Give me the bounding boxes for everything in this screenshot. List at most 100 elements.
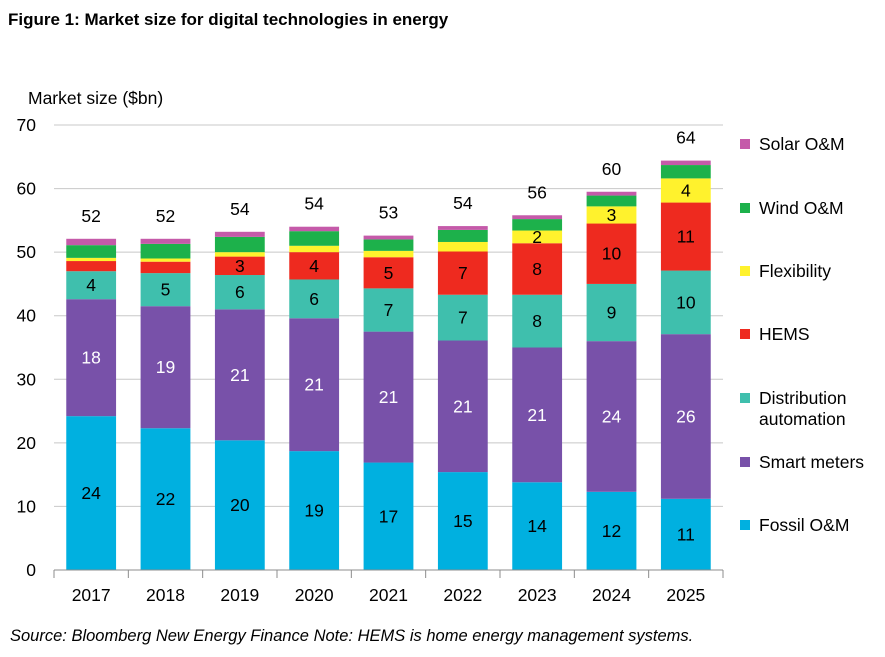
bar-segment [66,416,117,570]
segment-value-label: 20 [230,495,250,515]
bar-total-label: 64 [676,128,696,148]
segment-value-label: 5 [161,280,171,300]
segment-value-label: 7 [384,300,394,320]
segment-value-label: 4 [309,256,319,276]
bar-segment [66,299,117,417]
segment-value-label: 11 [677,524,695,544]
bar-segment [512,243,563,295]
bar-segment [660,498,711,570]
bar-segment [586,195,637,207]
x-tick-label: 2019 [220,585,259,605]
segment-value-label: 18 [81,348,100,368]
bar-segment [437,472,488,570]
bar-segment [586,206,637,224]
segment-value-label: 21 [304,375,323,395]
y-tick-label: 60 [17,179,37,199]
bar-segment [363,462,414,570]
bar-segment [586,341,637,492]
bar-segment [512,347,563,483]
bar-segment [140,428,191,570]
bar-segment [512,230,563,244]
y-tick-label: 70 [17,115,37,135]
stacked-bar-chart: Market size ($bn)01020304050607024184522… [17,88,724,605]
legend-item: HEMS [740,324,810,345]
bar-segment [363,239,414,251]
bar-segment [66,257,117,262]
legend-label: Distribution automation [759,388,847,429]
legend-item: Solar O&M [740,134,845,155]
bar-segment [140,306,191,429]
bar-segment [214,256,265,276]
bar-segment [586,223,637,284]
bar-total-label: 60 [602,159,622,179]
legend-label: Fossil O&M [759,515,850,535]
legend-label: Wind O&M [759,198,844,218]
bar-segment [289,226,340,232]
bar-segment [437,340,488,473]
bar-segment [437,251,488,295]
bar-segment [586,491,637,570]
bar-segment [289,279,340,319]
segment-value-label: 7 [458,308,468,328]
legend-item: Distribution automation [740,388,885,430]
bar-segment [140,261,191,274]
segment-value-label: 26 [676,406,695,426]
x-tick-label: 2021 [369,585,408,605]
legend-swatch [740,139,750,149]
bar-segment [66,271,117,300]
segment-value-label: 22 [156,489,175,509]
bar-total-label: 52 [156,206,175,226]
segment-value-label: 4 [681,180,691,200]
legend-swatch [740,203,750,213]
segment-value-label: 24 [602,406,622,426]
legend-item: Smart meters [740,452,864,473]
segment-value-label: 17 [379,506,398,526]
x-tick-label: 2017 [72,585,111,605]
segment-value-label: 8 [532,259,542,279]
y-tick-label: 10 [17,496,37,516]
bar-segment [437,241,488,252]
legend-swatch [740,520,750,530]
legend-item: Wind O&M [740,198,844,219]
x-tick-label: 2023 [518,585,557,605]
bar-total-label: 52 [81,206,100,226]
bar-segment [214,440,265,570]
bar-segment [660,202,711,271]
legend-swatch [740,329,750,339]
legend-label: Solar O&M [759,134,845,154]
segment-value-label: 14 [527,516,547,536]
bar-segment [289,245,340,253]
segment-value-label: 7 [458,263,468,283]
legend-swatch [740,393,750,403]
bar-segment [363,235,414,240]
bar-segment [512,219,563,231]
bar-segment [140,258,191,262]
bar-segment [214,275,265,310]
bar-segment [140,273,191,307]
bar-segment [140,243,191,259]
bar-total-label: 54 [304,194,324,214]
legend-label: Smart meters [759,452,865,472]
x-tick-label: 2025 [666,585,705,605]
bar-total-label: 53 [379,203,398,223]
y-tick-label: 30 [17,369,37,389]
bar-segment [289,252,340,280]
y-tick-label: 0 [26,560,36,580]
bar-segment [289,231,340,246]
segment-value-label: 21 [230,365,249,385]
bar-segment [660,165,711,179]
bar-segment [214,231,265,237]
legend-swatch [740,457,750,467]
segment-value-label: 5 [384,263,394,283]
bar-segment [660,334,711,499]
segment-value-label: 3 [607,205,617,225]
bar-segment [66,245,117,258]
bar-segment [363,250,414,258]
bar-segment [660,178,711,203]
x-tick-label: 2018 [146,585,185,605]
figure-title: Figure 1: Market size for digital techno… [8,10,449,29]
segment-value-label: 6 [309,289,319,309]
segment-value-label: 6 [235,282,245,302]
bar-segment [512,215,563,220]
x-tick-label: 2024 [592,585,631,605]
